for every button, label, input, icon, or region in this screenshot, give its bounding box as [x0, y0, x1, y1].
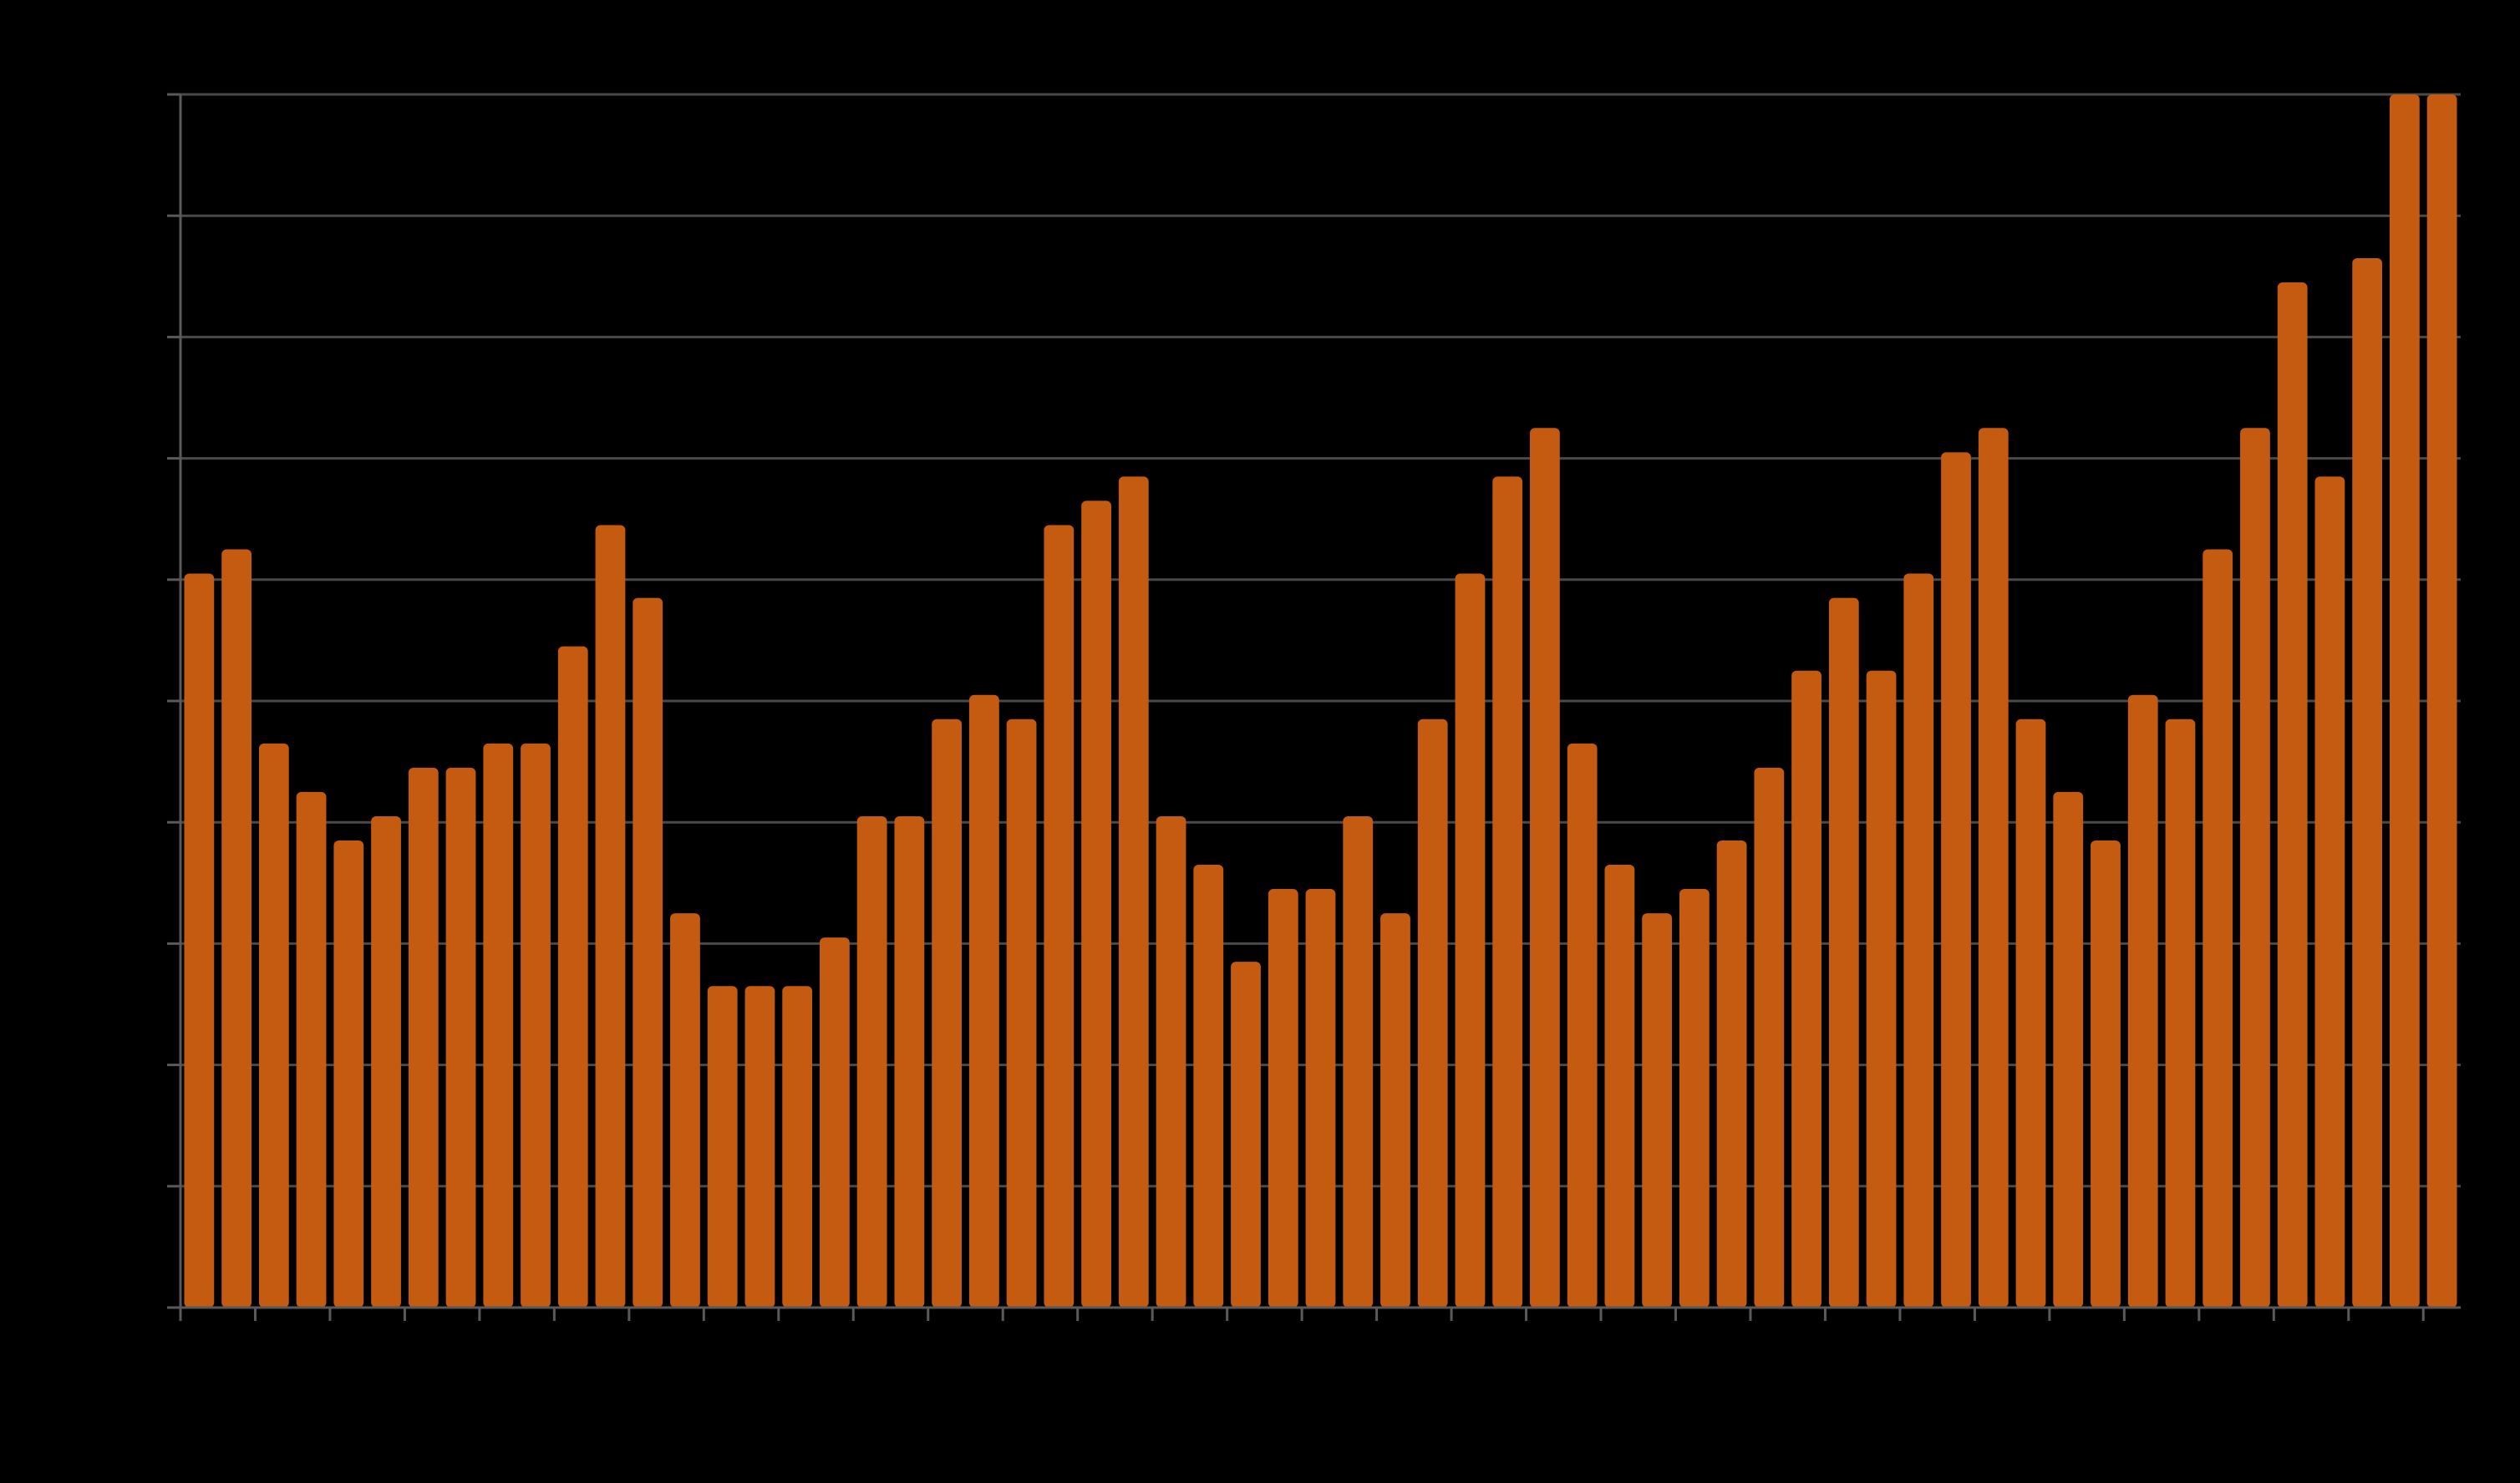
bar: [1343, 815, 1374, 1308]
bar: [1268, 889, 1298, 1308]
bars-layer: [184, 94, 2457, 1308]
bar: [1305, 889, 1336, 1308]
bar: [1604, 865, 1635, 1308]
bar: [2314, 476, 2345, 1308]
bar: [1642, 913, 1673, 1308]
bar: [782, 986, 813, 1308]
bar: [445, 767, 476, 1308]
bar: [2277, 282, 2308, 1308]
bar: [1455, 573, 1486, 1308]
bar: [2352, 258, 2383, 1308]
bar: [2426, 94, 2457, 1308]
bar: [221, 549, 252, 1308]
bar: [1941, 452, 1971, 1308]
bar: [1118, 476, 1149, 1308]
bar: [1231, 962, 1261, 1308]
bar: [483, 743, 514, 1308]
bar: [2015, 719, 2046, 1308]
bar: [1530, 428, 1560, 1308]
bar: [258, 743, 289, 1308]
bar: [1006, 719, 1037, 1308]
bar: [968, 694, 999, 1308]
bar: [1492, 476, 1523, 1308]
bar: [1193, 865, 1224, 1308]
bar: [333, 840, 364, 1308]
bar: [1866, 670, 1897, 1308]
bar: [2053, 791, 2084, 1308]
bar: [1716, 840, 1747, 1308]
bar: [1828, 597, 1859, 1308]
bar: [707, 986, 738, 1308]
bar: [2165, 719, 2196, 1308]
bar: [1903, 573, 1934, 1308]
bar: [371, 815, 401, 1308]
bar: [2240, 428, 2270, 1308]
bar: [521, 743, 551, 1308]
bar: [856, 815, 887, 1308]
bar: [1791, 670, 1821, 1308]
bar: [1044, 525, 1075, 1308]
bar: [595, 525, 626, 1308]
bar: [2127, 694, 2158, 1308]
bar: [1417, 719, 1448, 1308]
bar: [670, 913, 700, 1308]
bar: [2091, 840, 2121, 1308]
bar: [557, 646, 588, 1308]
bar: [744, 986, 775, 1308]
bar: [1081, 500, 1111, 1308]
bar: [184, 573, 215, 1308]
bar: [820, 937, 850, 1308]
bar: [408, 767, 439, 1308]
bar: [894, 815, 925, 1308]
bar: [296, 791, 327, 1308]
bar: [2202, 549, 2233, 1308]
bar: [1679, 889, 1710, 1308]
bar: [1978, 428, 2009, 1308]
bar: [1156, 815, 1186, 1308]
bar: [1567, 743, 1598, 1308]
axis-layer: [167, 93, 2461, 1321]
bar: [2389, 94, 2420, 1308]
bar: [1754, 767, 1785, 1308]
bar: [633, 597, 663, 1308]
bar: [932, 719, 963, 1308]
bar: [1380, 913, 1410, 1308]
